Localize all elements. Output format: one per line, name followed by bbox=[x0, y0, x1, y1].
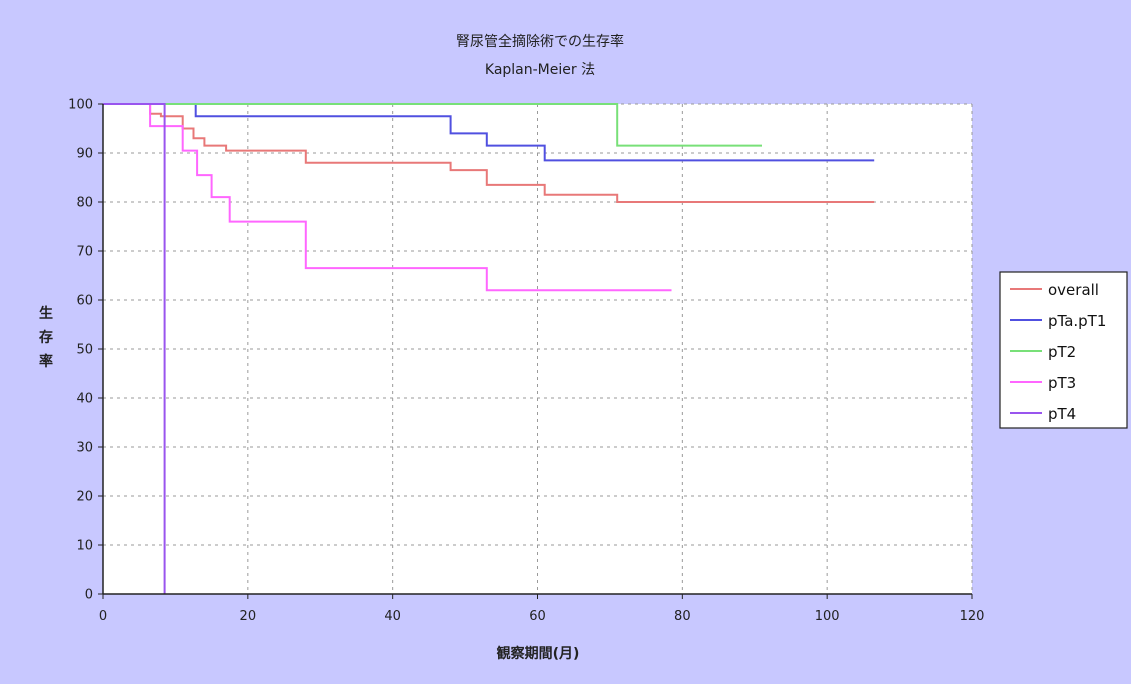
x-tick-label: 20 bbox=[240, 609, 257, 624]
x-tick-label: 60 bbox=[529, 609, 546, 624]
x-tick-label: 100 bbox=[815, 609, 840, 624]
legend-label-pt3: pT3 bbox=[1048, 374, 1076, 392]
tick-labels: 0 10 20 30 40 50 60 70 80 90 100 0 20 40 60 80 100 120 bbox=[68, 98, 984, 625]
y-tick-label: 70 bbox=[76, 245, 93, 260]
legend-label-pt4: pT4 bbox=[1048, 405, 1076, 423]
x-axis-label: 観察期間(月) bbox=[497, 645, 580, 662]
y-tick-label: 20 bbox=[76, 490, 93, 505]
y-tick-label: 90 bbox=[76, 147, 93, 162]
chart-subtitle: Kaplan-Meier 法 bbox=[485, 62, 595, 78]
y-tick-label: 30 bbox=[76, 441, 93, 456]
series-line-overall bbox=[103, 103, 875, 203]
chart-title: 腎尿管全摘除術での生存率 bbox=[456, 33, 624, 50]
y-tick-label: 100 bbox=[68, 98, 93, 113]
series-line-pt2 bbox=[103, 103, 762, 147]
series-line-pt4 bbox=[103, 103, 166, 594]
axes bbox=[98, 103, 973, 599]
legend-label-pta-pt1: pTa.pT1 bbox=[1048, 312, 1106, 330]
x-tick-label: 120 bbox=[960, 609, 985, 624]
y-tick-label: 0 bbox=[85, 588, 93, 603]
x-tick-label: 80 bbox=[674, 609, 691, 624]
y-tick-label: 80 bbox=[76, 196, 93, 211]
y-tick-label: 50 bbox=[76, 343, 93, 358]
y-tick-label: 40 bbox=[76, 392, 93, 407]
y-axis-label: 生存率 bbox=[39, 305, 53, 370]
y-tick-label: 60 bbox=[76, 294, 93, 309]
legend: overall pTa.pT1 pT2 pT3 pT4 bbox=[999, 271, 1128, 429]
series-line-pt3 bbox=[103, 103, 672, 292]
x-tick-label: 40 bbox=[384, 609, 401, 624]
legend-label-pt2: pT2 bbox=[1048, 343, 1076, 361]
y-tick-label: 10 bbox=[76, 539, 93, 554]
series-lines bbox=[103, 103, 875, 594]
x-tick-label: 0 bbox=[99, 609, 107, 624]
legend-label-overall: overall bbox=[1048, 281, 1099, 299]
series-line-pta-pt1 bbox=[103, 103, 875, 162]
